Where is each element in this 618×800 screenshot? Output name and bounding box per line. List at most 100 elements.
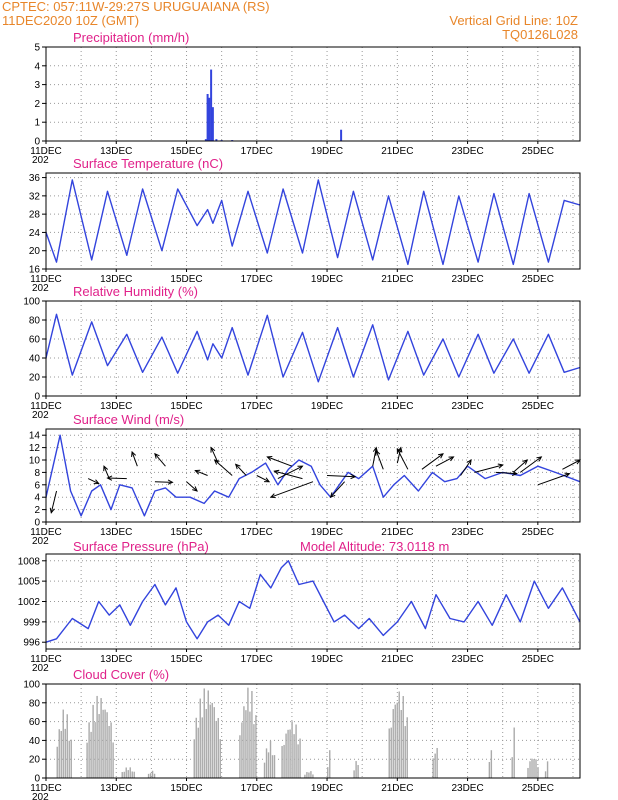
cloud-bar	[273, 755, 276, 778]
x-tick-label: 15DEC	[170, 146, 202, 157]
cloud-bar	[56, 746, 58, 778]
x-tick-label: 15DEC	[170, 654, 202, 665]
wind-vector	[519, 456, 542, 473]
x-cut-label: 202	[32, 536, 49, 547]
cloud-bar	[304, 774, 306, 778]
panel-2: 0 20 40 60 80 100 Relative Humidity (%) 11DEC 13…	[23, 284, 581, 421]
cloud-bar	[355, 761, 357, 778]
cloud-bar	[108, 725, 110, 778]
cloud-bar	[149, 773, 152, 778]
y-tick-label: 999	[23, 617, 40, 628]
cloud-bar	[193, 739, 195, 778]
cloud-bar	[58, 729, 60, 778]
cloud-bar	[285, 733, 287, 778]
y-tick-label: 6	[34, 480, 40, 491]
panel-frame	[45, 428, 581, 523]
wind-vector	[270, 481, 314, 498]
x-tick-label: 13DEC	[100, 783, 132, 794]
cloud-bar	[353, 770, 355, 778]
wind-vector	[235, 463, 247, 476]
panel-frame	[45, 172, 581, 270]
y-tick-label: 20	[29, 755, 41, 766]
cloud-bar	[245, 710, 247, 778]
cloud-bar	[215, 720, 217, 778]
cloud-bar	[211, 702, 213, 778]
cloud-bar	[94, 722, 96, 778]
wind-vector-head	[264, 477, 271, 483]
y-tick-label: 36	[29, 173, 41, 184]
header-station: CPTEC: 057:11W-29:27S URUGUAIANA (RS)	[2, 0, 270, 14]
cloud-bar	[253, 724, 255, 778]
cloud-bar	[299, 738, 301, 778]
cloud-bar	[263, 762, 266, 778]
wind-vector-head	[375, 449, 381, 456]
wind-vector	[50, 490, 58, 513]
wind-vector-head	[372, 446, 379, 453]
precip-bar	[340, 129, 343, 141]
cloud-bar	[295, 724, 297, 778]
cloud-bar	[357, 765, 359, 778]
cloud-bar	[203, 688, 205, 778]
y-tick-label: 40	[29, 736, 41, 747]
cloud-bar	[306, 772, 308, 778]
cloud-bar	[308, 772, 310, 778]
panel-title: Precipitation (mm/h)	[73, 30, 189, 45]
wind-vector	[512, 459, 528, 473]
x-tick-label: 25DEC	[522, 146, 554, 157]
precip-bar	[210, 69, 213, 141]
y-tick-label: 24	[29, 228, 41, 239]
y-tick-label: 2	[34, 505, 40, 516]
cloud-bar	[488, 761, 491, 778]
y-tick-label: 16	[29, 265, 41, 276]
panel-frame	[45, 46, 581, 142]
cloud-bar	[199, 698, 201, 778]
x-tick-label: 21DEC	[381, 654, 413, 665]
cloud-bar	[513, 727, 515, 778]
cloud-bar	[327, 767, 329, 778]
x-cut-label: 202	[32, 283, 49, 294]
x-tick-label: 23DEC	[451, 654, 483, 665]
y-tick-label: 0	[34, 137, 40, 148]
y-tick-label: 40	[29, 354, 41, 365]
y-tick-label: 80	[29, 698, 41, 709]
x-tick-label: 11DEC	[30, 401, 62, 412]
x-tick-label: 19DEC	[311, 274, 343, 285]
cloud-bar	[531, 758, 533, 778]
cloud-bar	[195, 717, 197, 778]
cloud-bar	[297, 744, 299, 778]
cloud-bar	[98, 714, 100, 778]
x-tick-label: 17DEC	[241, 274, 273, 285]
wind-vector	[327, 475, 356, 478]
cloud-bar	[271, 755, 274, 778]
wind-vector-head	[266, 455, 273, 461]
cloud-bar	[434, 753, 436, 778]
cloud-bar	[92, 704, 94, 778]
x-tick-label: 25DEC	[522, 274, 554, 285]
cloud-bar	[213, 707, 215, 778]
cloud-bar	[247, 687, 249, 778]
cloud-bar	[527, 767, 529, 778]
panel-5: 0 20 40 60 80 100 Cloud Cover (%) 11DEC 13DEC 15D…	[23, 667, 581, 800]
x-tick-label: 17DEC	[241, 527, 273, 538]
cloud-bar	[265, 748, 268, 778]
x-tick-label: 21DEC	[381, 783, 413, 794]
cloud-bar	[86, 742, 88, 778]
cloud-bar	[400, 709, 402, 778]
wind-vector	[131, 451, 138, 467]
wind-vector-head	[192, 486, 198, 492]
y-tick-label: 14	[29, 431, 41, 442]
y-tick-label: 0	[34, 392, 40, 403]
cloud-bar	[131, 771, 133, 778]
y-tick-label: 100	[23, 297, 40, 308]
y-tick-label: 20	[29, 246, 41, 257]
y-tick-label: 996	[23, 638, 40, 649]
y-tick-label: 60	[29, 717, 41, 728]
x-tick-label: 25DEC	[522, 783, 554, 794]
cloud-bar	[112, 742, 114, 778]
x-tick-label: 13DEC	[100, 401, 132, 412]
cloud-bar	[151, 770, 154, 778]
x-tick-label: 19DEC	[311, 783, 343, 794]
cloud-bar	[123, 771, 125, 778]
x-tick-label: 23DEC	[451, 146, 483, 157]
